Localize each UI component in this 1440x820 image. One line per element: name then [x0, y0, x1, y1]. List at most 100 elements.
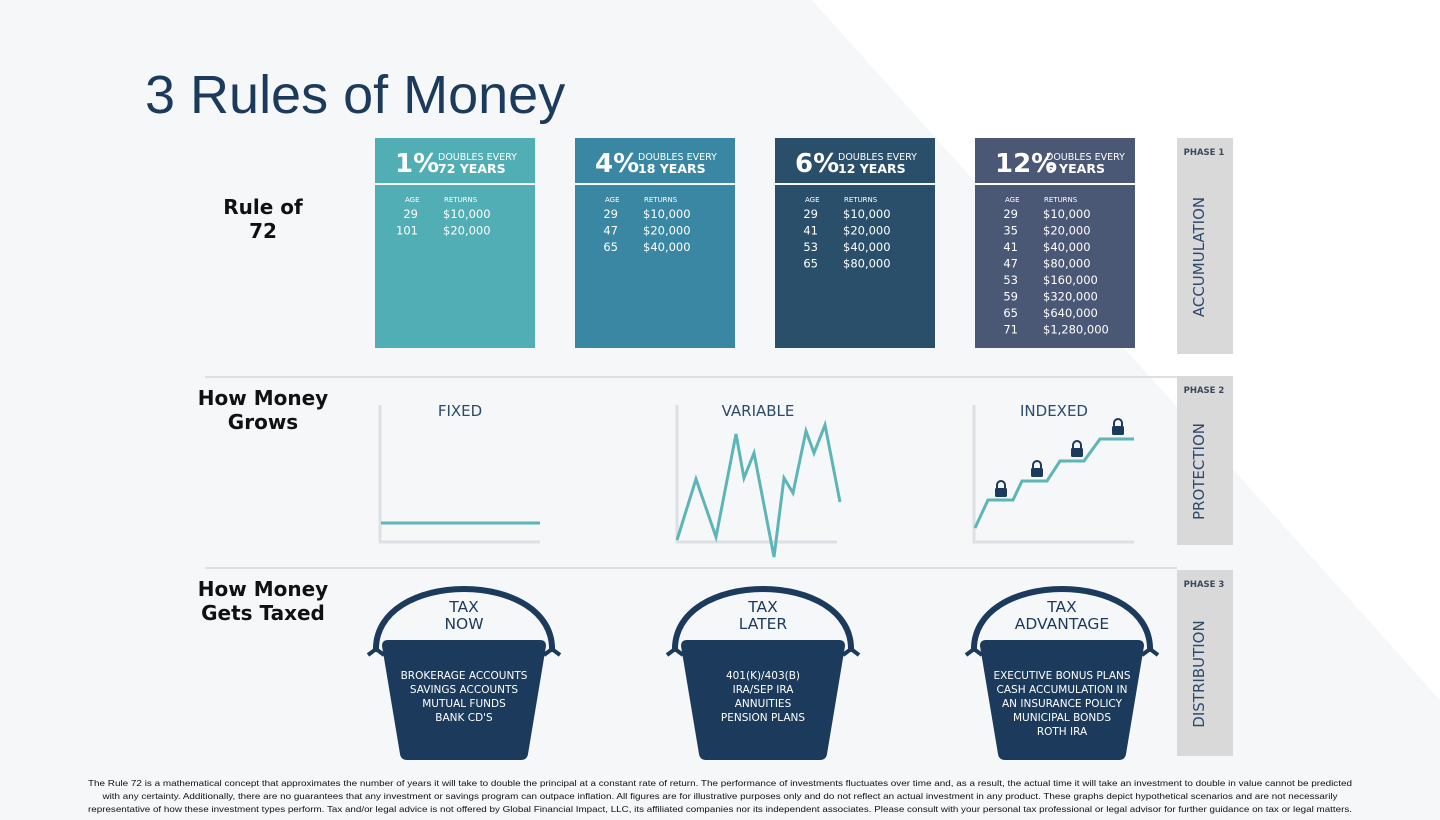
- row-label: How Money: [198, 386, 328, 410]
- card-body: [375, 185, 535, 348]
- return: $40,000: [643, 240, 691, 254]
- bucket-item: ANNUITIES: [735, 698, 792, 710]
- lock-shackle: [1032, 460, 1042, 468]
- bucket-title: TAX: [1046, 598, 1077, 616]
- lock-body: [1071, 448, 1083, 457]
- bucket-body: [382, 640, 546, 760]
- card-caption: 6 YEARS: [1046, 161, 1105, 176]
- age: 65: [603, 240, 618, 254]
- age: 59: [1003, 290, 1018, 304]
- col-header: AGE: [1005, 196, 1020, 204]
- col-header: AGE: [605, 196, 620, 204]
- lock-body: [1112, 426, 1124, 435]
- chart-label: INDEXED: [1020, 402, 1088, 420]
- bucket-hook: [964, 646, 1160, 657]
- col-header: RETURNS: [444, 196, 478, 204]
- disclaimer: representative of how these investment t…: [88, 804, 1352, 814]
- card-caption: DOUBLES EVERY: [1046, 152, 1125, 163]
- background-shape: [812, 0, 1440, 700]
- disclaimer: with any certainty. Additionally, there …: [101, 791, 1338, 801]
- bucket-item: MUNICIPAL BONDS: [1013, 712, 1111, 724]
- return: $1,280,000: [1043, 323, 1109, 337]
- card-rate: 4%: [595, 149, 639, 179]
- bucket-item: SAVINGS ACCOUNTS: [410, 684, 519, 696]
- bucket-hook: [366, 646, 562, 657]
- card-caption: 12 YEARS: [838, 161, 906, 176]
- bucket-item: BROKERAGE ACCOUNTS: [401, 670, 528, 682]
- age: 41: [1003, 240, 1018, 254]
- age: 53: [803, 240, 818, 254]
- card-rate: 1%: [395, 149, 439, 179]
- bucket-item: 401(K)/403(B): [726, 670, 800, 682]
- age: 65: [803, 257, 818, 271]
- phase-name: ACCUMULATION: [1190, 197, 1208, 317]
- phase-number: PHASE 1: [1184, 148, 1225, 158]
- lock-body: [995, 488, 1007, 497]
- phase-box: [1177, 570, 1233, 756]
- return: $10,000: [843, 207, 891, 221]
- card-header: [575, 138, 735, 183]
- age: 29: [803, 207, 818, 221]
- card-rate: 12%: [995, 149, 1057, 179]
- return: $40,000: [1043, 240, 1091, 254]
- phase-name: PROTECTION: [1190, 423, 1208, 520]
- card-body: [775, 185, 935, 348]
- bucket-title: LATER: [739, 615, 788, 633]
- title: 3 Rules of Money: [145, 65, 565, 125]
- return: $80,000: [1043, 257, 1091, 271]
- row-label: Rule of: [223, 195, 303, 219]
- return: $640,000: [1043, 306, 1098, 320]
- bucket-handle: [970, 586, 1154, 653]
- bucket-item: PENSION PLANS: [721, 712, 805, 724]
- card-rate: 6%: [795, 149, 839, 179]
- col-header: RETURNS: [844, 196, 878, 204]
- disclaimer: The Rule 72 is a mathematical concept th…: [88, 778, 1352, 788]
- bucket-item: CASH ACCUMULATION IN: [997, 684, 1128, 696]
- bucket-handle: [671, 586, 855, 653]
- bucket-hook: [665, 646, 861, 657]
- age: 47: [1003, 257, 1018, 271]
- row-label: Grows: [228, 410, 298, 434]
- return: $80,000: [843, 257, 891, 271]
- chart-axis: [675, 405, 837, 544]
- card-caption: DOUBLES EVERY: [638, 152, 717, 163]
- return: $20,000: [1043, 224, 1091, 238]
- return: $160,000: [1043, 273, 1098, 287]
- col-header: RETURNS: [644, 196, 678, 204]
- bucket-item: AN INSURANCE POLICY: [1002, 698, 1123, 710]
- bucket-title: TAX: [448, 598, 479, 616]
- lock-body: [1031, 468, 1043, 477]
- phase-number: PHASE 3: [1184, 580, 1225, 590]
- row-label: 72: [249, 219, 277, 243]
- card-header: [375, 138, 535, 183]
- bucket-handle: [372, 586, 556, 653]
- card-header: [775, 138, 935, 183]
- bucket-item: MUTUAL FUNDS: [422, 698, 506, 710]
- phase-name: DISTRIBUTION: [1190, 620, 1208, 727]
- age: 35: [1003, 224, 1018, 238]
- chart-label: FIXED: [438, 402, 482, 420]
- chart-label: VARIABLE: [722, 402, 795, 420]
- bucket-title: TAX: [747, 598, 778, 616]
- card-header: [975, 138, 1135, 183]
- return: $10,000: [1043, 207, 1091, 221]
- card-caption: 72 YEARS: [438, 161, 506, 176]
- return: $320,000: [1043, 290, 1098, 304]
- lock-shackle: [1113, 418, 1123, 426]
- return: $20,000: [843, 224, 891, 238]
- age: 71: [1003, 323, 1018, 337]
- bucket-item: EXECUTIVE BONUS PLANS: [993, 670, 1130, 682]
- age: 29: [1003, 207, 1018, 221]
- card-body: [575, 185, 735, 348]
- return: $10,000: [443, 207, 491, 221]
- age: 53: [1003, 273, 1018, 287]
- bucket-body: [681, 640, 845, 760]
- card-caption: DOUBLES EVERY: [438, 152, 517, 163]
- age: 41: [803, 224, 818, 238]
- bucket-item: BANK CD'S: [435, 712, 493, 724]
- card-caption: DOUBLES EVERY: [838, 152, 917, 163]
- col-header: AGE: [405, 196, 420, 204]
- chart-axis: [972, 405, 1134, 544]
